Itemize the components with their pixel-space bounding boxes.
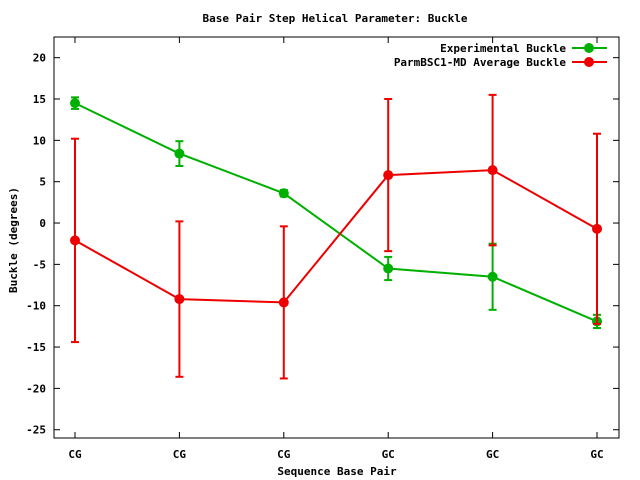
plot-frame: [53, 36, 620, 439]
x-tick-label: CG: [68, 448, 82, 461]
x-axis-label: Sequence Base Pair: [277, 465, 397, 478]
series-2: [70, 93, 602, 380]
y-tick-label: 15: [33, 93, 46, 106]
data-point: [383, 170, 394, 181]
data-point: [174, 148, 185, 159]
series-layer: [70, 93, 602, 380]
x-axis: CG CG CG GC GC GC: [68, 37, 604, 461]
y-tick-label: -20: [26, 382, 46, 395]
y-tick-label: -5: [33, 258, 46, 271]
legend-label: ParmBSC1-MD Average Buckle: [394, 56, 567, 69]
y-tick-label: -15: [26, 341, 46, 354]
data-point: [487, 165, 498, 176]
y-tick-label: 10: [33, 134, 46, 147]
legend-swatch-point: [584, 57, 594, 67]
legend-label: Experimental Buckle: [440, 42, 566, 55]
y-tick-label: -10: [26, 300, 46, 313]
data-point: [487, 271, 498, 282]
y-tick-label: -25: [26, 424, 46, 437]
x-tick-label: CG: [277, 448, 291, 461]
y-tick-label: 0: [39, 217, 46, 230]
data-point: [278, 297, 289, 308]
y-tick-label: 5: [39, 176, 46, 189]
data-point: [174, 294, 185, 305]
y-axis-label: Buckle (degrees): [7, 187, 20, 293]
series-line: [74, 102, 598, 323]
data-point: [278, 188, 289, 199]
series-line: [74, 169, 598, 304]
y-axis: 20 15 10 5 0 -5 -10 -15 -20 -25: [26, 52, 619, 437]
x-tick-label: CG: [173, 448, 187, 461]
x-tick-label: GC: [590, 448, 603, 461]
data-point: [70, 235, 80, 246]
y-tick-label: 20: [33, 52, 46, 65]
data-point: [70, 98, 80, 109]
data-point: [383, 263, 394, 274]
chart-title: Base Pair Step Helical Parameter: Buckle: [203, 12, 468, 25]
series-1: [70, 96, 602, 330]
legend-swatch-point: [584, 43, 594, 53]
x-tick-label: GC: [486, 448, 499, 461]
data-point: [592, 223, 602, 234]
x-tick-label: GC: [382, 448, 395, 461]
